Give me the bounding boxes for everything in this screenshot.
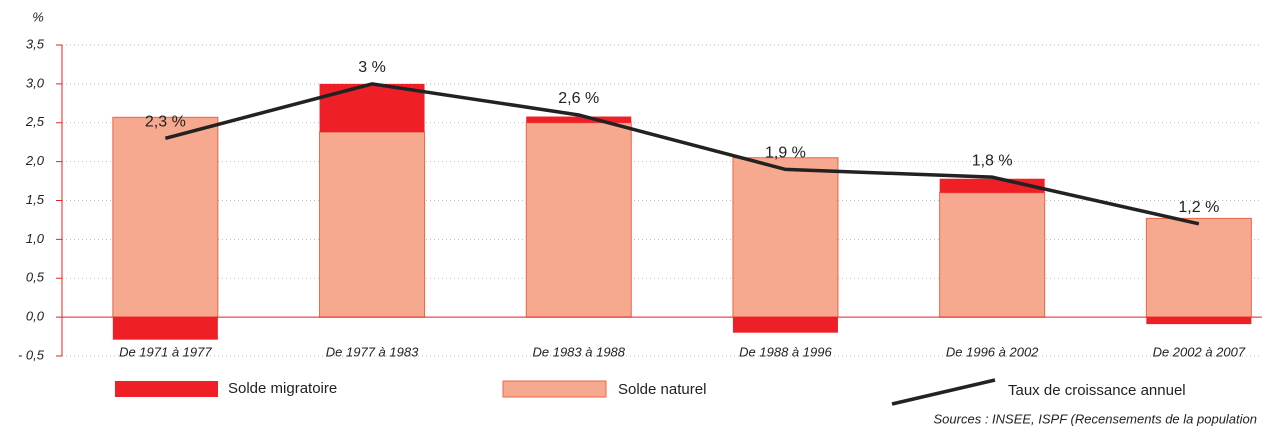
- bar-solde-naturel: [1145, 217, 1252, 318]
- bar-solde-migratoire: [526, 116, 632, 123]
- legend-swatch: [502, 380, 607, 398]
- x-tick-label: De 1983 à 1988: [532, 344, 625, 359]
- line-taux: [164, 82, 1200, 226]
- data-label: 1,9 %: [765, 145, 806, 162]
- data-label: 3 %: [358, 59, 386, 76]
- y-tick-label: 1,5: [26, 192, 45, 207]
- y-axis-label: %: [32, 9, 44, 24]
- legend-swatch: [115, 381, 218, 397]
- bar-solde-naturel: [525, 122, 632, 318]
- y-tick-label: 2,5: [25, 114, 45, 129]
- y-tick-label: 0,0: [26, 309, 45, 324]
- legend-label: Solde migratoire: [228, 380, 337, 397]
- source: Sources : INSEE, ISPF (Recensements de l…: [934, 411, 1257, 426]
- bar-solde-migratoire: [732, 317, 838, 333]
- data-label: 2,3 %: [145, 114, 186, 131]
- y-tick-label: - 0,5: [18, 347, 45, 362]
- x-tick-label: De 1988 à 1996: [739, 344, 832, 359]
- y-tick-label: 3,0: [26, 75, 45, 90]
- y-tick-label: 0,5: [26, 270, 45, 285]
- y-tick-label: 3,5: [26, 36, 45, 51]
- x-tick-label: De 1977 à 1983: [326, 344, 419, 359]
- bar-solde-naturel: [112, 116, 219, 318]
- x-tick-label: De 1971 à 1977: [119, 344, 212, 359]
- x-tick-label: De 1996 à 2002: [946, 344, 1039, 359]
- legend-swatch: [891, 378, 996, 406]
- bar-solde-migratoire: [1146, 317, 1252, 325]
- data-label: 2,6 %: [558, 90, 599, 107]
- bar-solde-migratoire: [112, 317, 218, 340]
- bar-solde-naturel: [319, 131, 426, 318]
- data-label: 1,2 %: [1178, 199, 1219, 216]
- legend-label: Solde naturel: [618, 381, 706, 398]
- y-tick-label: 1,0: [26, 231, 45, 246]
- bar-solde-naturel: [732, 157, 839, 318]
- y-tick-label: 2,0: [25, 153, 45, 168]
- bar-solde-naturel: [939, 192, 1046, 318]
- data-label: 1,8 %: [972, 152, 1013, 169]
- legend-label: Taux de croissance annuel: [1008, 382, 1186, 399]
- x-tick-label: De 2002 à 2007: [1153, 344, 1246, 359]
